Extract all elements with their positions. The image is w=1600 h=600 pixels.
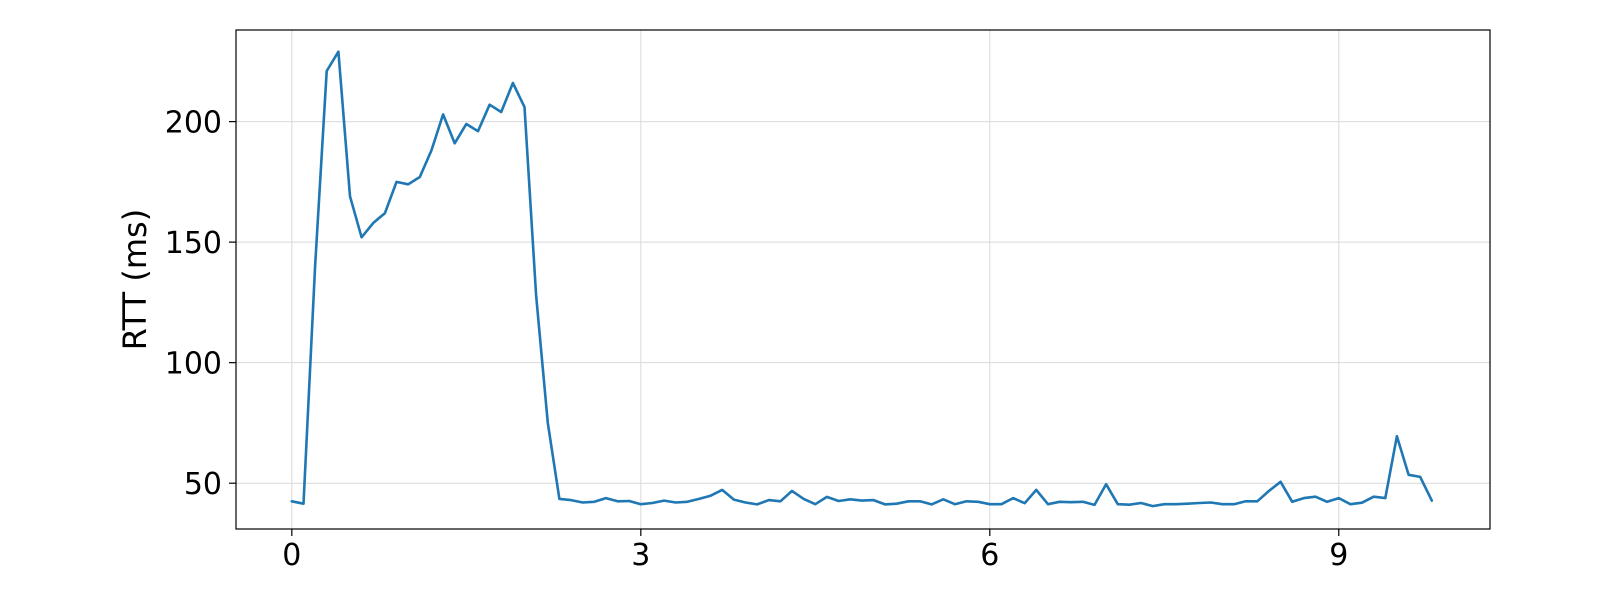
y-tick-label: 50 (184, 467, 222, 502)
y-tick-label: 150 (165, 226, 222, 261)
x-tick-label: 6 (980, 538, 999, 573)
series-line-0 (290, 50, 1434, 508)
y-axis-label: RTT (ms) (116, 209, 154, 350)
series-layer (290, 50, 1434, 508)
x-tick-label: 9 (1329, 538, 1348, 573)
grid (236, 30, 1490, 529)
x-tick-label: 0 (282, 538, 301, 573)
y-tick-label: 200 (165, 106, 222, 141)
ticks: 0 3 6 9 50 100 150 200 (165, 106, 1349, 573)
x-tick-label: 3 (631, 538, 650, 573)
y-tick-label: 100 (165, 347, 222, 382)
plot-frame (235, 29, 1491, 530)
